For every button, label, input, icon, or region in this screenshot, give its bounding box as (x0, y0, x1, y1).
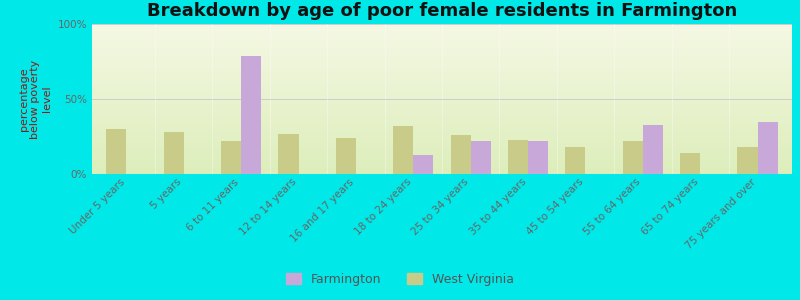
Bar (414, 154, 434, 174)
Legend: Farmington, West Virginia: Farmington, West Virginia (282, 268, 518, 291)
Bar (508, 140, 528, 174)
Bar (738, 147, 758, 174)
Y-axis label: percentage
below poverty
level: percentage below poverty level (19, 59, 52, 139)
Bar (450, 135, 470, 174)
Bar (336, 138, 356, 174)
Bar (241, 56, 262, 174)
Title: Breakdown by age of poor female residents in Farmington: Breakdown by age of poor female resident… (147, 2, 737, 20)
Bar (278, 134, 298, 174)
Bar (164, 132, 184, 174)
Bar (394, 126, 414, 174)
Bar (758, 122, 778, 174)
Bar (221, 141, 241, 174)
Bar (643, 124, 663, 174)
Bar (470, 141, 490, 174)
Bar (622, 141, 643, 174)
Bar (106, 129, 126, 174)
Bar (528, 141, 548, 174)
Bar (566, 147, 586, 174)
Bar (680, 153, 700, 174)
